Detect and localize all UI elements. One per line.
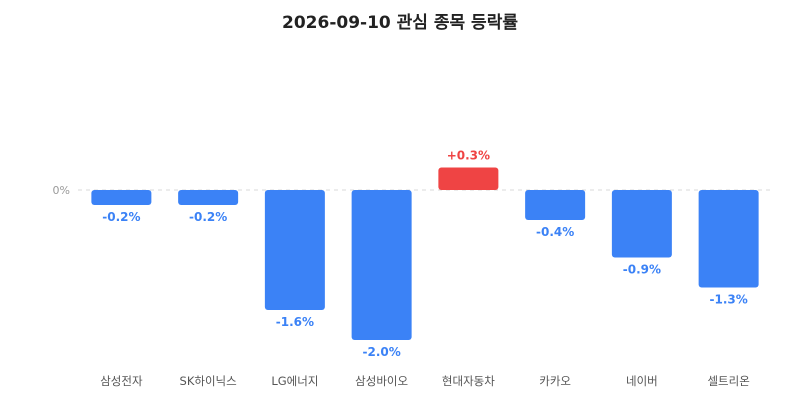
x-tick-label: SK하이닉스 [180,374,237,388]
bar-value-label: -1.3% [709,293,747,307]
bar [264,190,325,310]
bar [438,167,499,190]
x-tick-label: 삼성바이오 [355,374,408,388]
bar-value-label: -2.0% [362,345,400,359]
x-tick-label: 삼성전자 [100,374,143,388]
bar [351,190,412,340]
x-tick-label: 현대자동차 [442,374,495,388]
bar [178,190,239,205]
chart-title: 2026-09-10 관심 종목 등락률 [282,13,518,33]
x-tick-label: LG에너지 [271,374,318,388]
x-tick-label: 셀트리온 [707,374,749,388]
value-labels-group: -0.2% -0.2% -1.6% -2.0% +0.3% -0.4% -0.9% -1.3% [102,149,748,360]
bar [611,190,672,258]
bar-value-label: -0.2% [102,210,140,224]
category-labels-group: 삼성전자 SK하이닉스 LG에너지 삼성바이오 현대자동차 카카오 네이버 셀트리온 [100,374,750,388]
bar [525,190,586,220]
x-tick-label: 카카오 [539,374,571,388]
x-tick-label: 네이버 [626,374,658,388]
bars-group [91,167,759,340]
bar-value-label: +0.3% [447,149,490,163]
bar-value-label: -0.4% [536,225,574,239]
bar [91,190,152,205]
bar-value-label: -1.6% [276,315,314,329]
zero-tick-label: 0% [53,184,70,197]
bar [698,190,759,288]
bar-value-label: -0.9% [623,263,661,277]
bar-value-label: -0.2% [189,210,227,224]
